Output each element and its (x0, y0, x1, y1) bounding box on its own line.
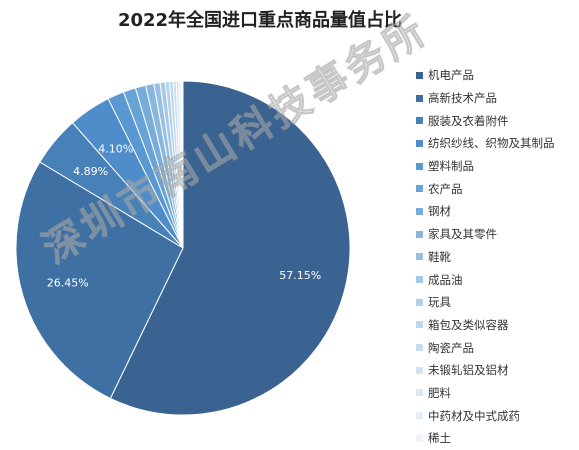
legend-swatch (416, 230, 423, 238)
legend-swatch (416, 162, 423, 170)
legend-item: 服装及衣着附件 (416, 109, 579, 132)
legend-item: 纺织纱线、织物及其制品 (416, 132, 579, 155)
legend-item: 中药材及中式成药 (416, 404, 579, 427)
legend-label: 塑料制品 (428, 159, 474, 174)
legend-label: 成品油 (428, 272, 463, 287)
legend-swatch (416, 185, 423, 193)
legend-swatch (416, 298, 423, 306)
chart-legend: 机电产品高新技术产品 服装及衣着附件纺织纱线、织物及其制品 塑料制品农产品钢材家具及… (416, 64, 579, 450)
pie-slice-0 (109, 80, 351, 416)
legend-label: 纺织纱线、织物及其制品 (428, 136, 555, 151)
pie-slice-1 (15, 161, 184, 400)
legend-item: 陶瓷产品 (416, 336, 579, 359)
legend-label: 家具及其零件 (428, 227, 497, 242)
legend-item: 未锻轧铝及铝材 (416, 359, 579, 382)
legend-swatch (416, 321, 423, 329)
legend-label: 箱包及类似容器 (428, 317, 509, 332)
pie-chart: 57.15% 26.45% 4.89% 4.10% (15, 80, 351, 416)
chart-title: 2022年全国进口重点商品量值占比 (117, 10, 403, 31)
legend-swatch (416, 344, 423, 352)
legend-label: 玩具 (428, 295, 451, 310)
legend-item: 鞋靴 (416, 246, 579, 269)
legend-item: 肥料 (416, 382, 579, 405)
legend-swatch (416, 366, 423, 374)
legend-swatch (416, 139, 423, 147)
legend-swatch (416, 389, 423, 397)
legend-label: 稀土 (428, 431, 451, 446)
legend-label: 陶瓷产品 (428, 340, 474, 355)
legend-item: 机电产品 (416, 64, 579, 87)
legend-label: 高新技术产品 (428, 91, 497, 106)
legend-item: 家具及其零件 (416, 223, 579, 246)
legend-swatch (416, 71, 423, 79)
legend-item: 农产品 (416, 177, 579, 200)
legend-swatch (416, 276, 423, 284)
legend-swatch (416, 94, 423, 102)
data-label-2: 4.89% (73, 165, 108, 178)
legend-label: 机电产品 (428, 68, 474, 83)
legend-label: 肥料 (428, 385, 451, 400)
legend-label: 中药材及中式成药 (428, 408, 520, 423)
legend-label: 农产品 (428, 181, 463, 196)
pie-slice-16 (181, 80, 184, 249)
legend-swatch (416, 207, 423, 215)
legend-item: 塑料制品 (416, 155, 579, 178)
data-label-3: 4.10% (98, 142, 133, 155)
chart-container: 2022年全国进口重点商品量值占比 57.15% 26.45% 4.89% 4.10%… (15, 6, 555, 445)
legend-label: 未锻轧铝及铝材 (428, 363, 509, 378)
legend-item: 箱包及类似容器 (416, 314, 579, 337)
legend-item: 高新技术产品 (416, 87, 579, 110)
legend-label: 鞋靴 (428, 249, 451, 264)
legend-item: 成品油 (416, 268, 579, 291)
legend-swatch (416, 117, 423, 125)
data-label-0: 57.15% (279, 269, 321, 282)
data-label-1: 26.45% (47, 276, 89, 289)
legend-label: 服装及衣着附件 (428, 113, 509, 128)
legend-swatch (416, 434, 423, 442)
legend-item: 玩具 (416, 291, 579, 314)
legend-label: 钢材 (428, 204, 451, 219)
legend-item: 钢材 (416, 200, 579, 223)
legend-swatch (416, 253, 423, 261)
legend-swatch (416, 412, 423, 420)
legend-item: 稀土 (416, 427, 579, 450)
